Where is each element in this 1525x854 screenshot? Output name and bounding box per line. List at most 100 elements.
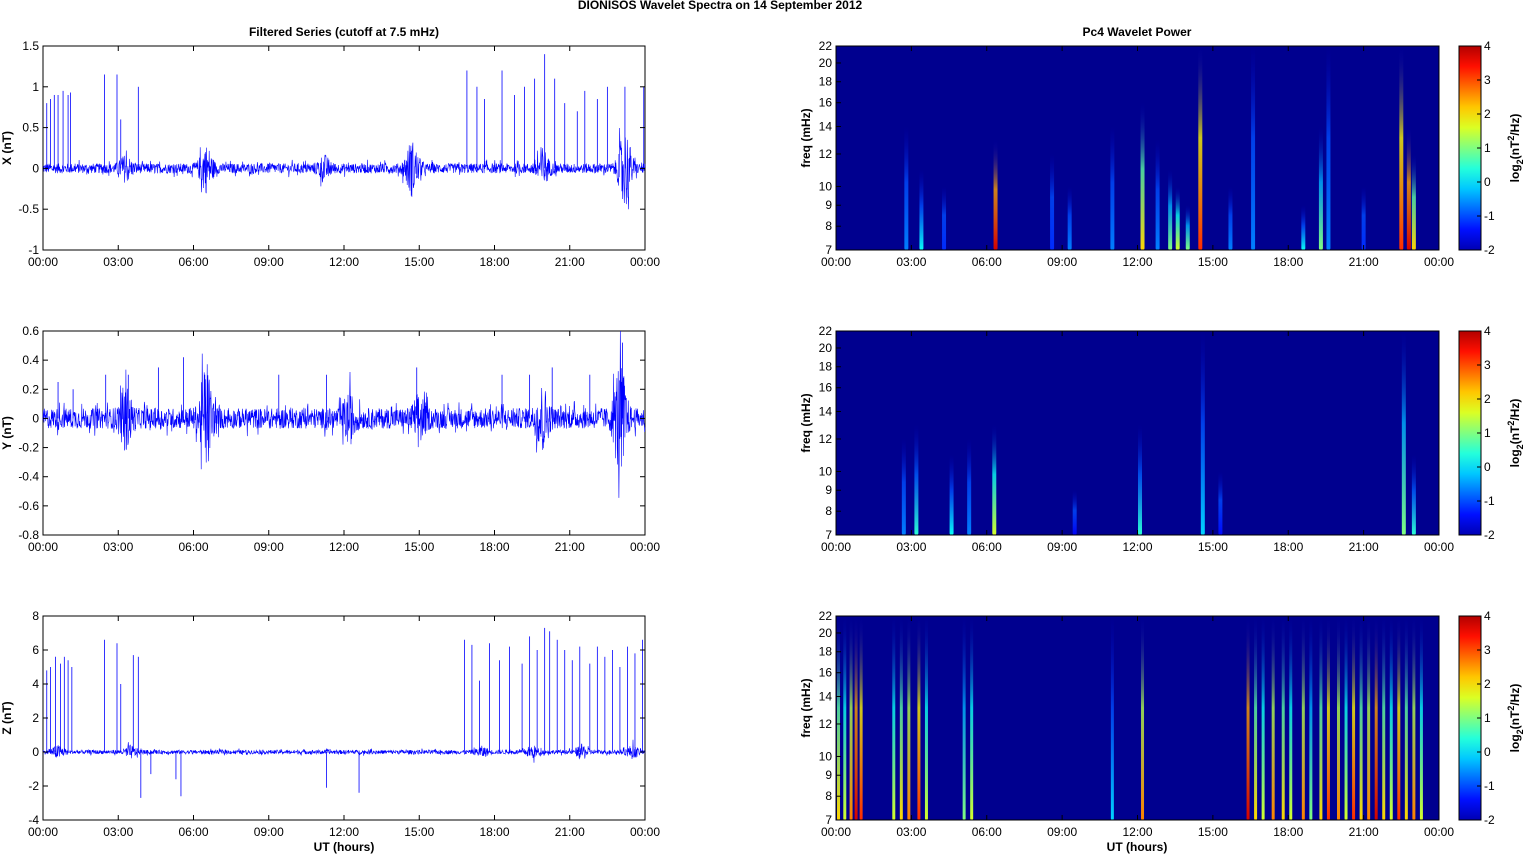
- power-streak: [1050, 153, 1055, 250]
- x-tick-label: 09:00: [1047, 825, 1077, 839]
- x-tick-label: 00:00: [630, 825, 660, 839]
- x-tick-label: 12:00: [1122, 255, 1152, 269]
- y-tick-label: 9: [825, 768, 832, 782]
- power-streak: [1361, 186, 1366, 250]
- y-tick-label: -2: [28, 779, 39, 793]
- x-tick-label: 06:00: [178, 825, 208, 839]
- colorbar-tick-label: 3: [1484, 73, 1491, 87]
- y-axis-label: X (nT): [0, 131, 14, 165]
- y-tick-label: 12: [819, 717, 833, 731]
- y-tick-label: 12: [819, 432, 833, 446]
- power-streak: [904, 126, 909, 250]
- y-tick-label: 6: [32, 643, 39, 657]
- x-tick-label: 06:00: [972, 255, 1002, 269]
- y-tick-label: 0.2: [22, 382, 39, 396]
- timeseries-axes-Y: [42, 330, 646, 536]
- power-streak: [1228, 186, 1233, 250]
- x-tick-label: 09:00: [254, 255, 284, 269]
- power-streak: [1404, 616, 1408, 820]
- colorbar-tick-label: 4: [1484, 39, 1491, 53]
- power-streak: [1326, 616, 1330, 820]
- power-streak: [949, 454, 954, 535]
- power-streak: [1412, 616, 1416, 820]
- x-tick-label: 03:00: [896, 540, 926, 554]
- power-streak: [1301, 205, 1306, 250]
- power-streak: [1271, 616, 1275, 820]
- power-streak: [1067, 186, 1072, 250]
- x-tick-label: 15:00: [404, 825, 434, 839]
- x-tick-label: 00:00: [28, 540, 58, 554]
- x-tick-label: 18:00: [479, 540, 509, 554]
- y-tick-label: 1.5: [22, 39, 39, 53]
- power-streak: [859, 616, 863, 820]
- power-streak: [1326, 46, 1331, 250]
- power-streak: [892, 616, 896, 820]
- colorbar-tick-label: 2: [1484, 107, 1491, 121]
- x-tick-label: 12:00: [1122, 540, 1152, 554]
- y-tick-label: 0: [32, 745, 39, 759]
- x-tick-label: 06:00: [178, 540, 208, 554]
- y-tick-label: 0.6: [22, 324, 39, 338]
- power-streak: [1110, 616, 1114, 820]
- y-axis-label: Z (nT): [0, 701, 14, 734]
- y-tick-label: 0: [32, 411, 39, 425]
- x-tick-label: 00:00: [28, 825, 58, 839]
- colorbar-tick-label: -1: [1484, 779, 1495, 793]
- y-tick-label: 8: [32, 609, 39, 623]
- power-streak: [917, 616, 921, 820]
- power-streak: [1281, 616, 1285, 820]
- power-streak: [1168, 169, 1173, 250]
- y-tick-label: 0.5: [22, 121, 39, 135]
- y-tick-label: 10: [819, 179, 833, 193]
- x-tick-label: 12:00: [1122, 825, 1152, 839]
- power-streak: [1251, 46, 1256, 250]
- power-streak: [1406, 126, 1411, 250]
- y-axis-label: Y (nT): [0, 416, 14, 450]
- timeseries-line-Y: [42, 330, 646, 498]
- timeseries-line-X: [42, 127, 646, 210]
- power-streak: [1198, 46, 1203, 250]
- power-streak: [1399, 46, 1404, 250]
- power-streak: [970, 616, 974, 820]
- power-streak: [1352, 616, 1356, 820]
- power-streak: [1141, 616, 1145, 820]
- x-tick-label: 21:00: [555, 825, 585, 839]
- colorbar-tick-label: -1: [1484, 494, 1495, 508]
- power-streak: [1246, 616, 1250, 820]
- x-tick-label: 00:00: [1424, 540, 1454, 554]
- power-streak: [854, 616, 858, 820]
- power-streak: [1254, 616, 1258, 820]
- y-tick-label: 16: [819, 96, 833, 110]
- power-streak: [1309, 616, 1313, 820]
- x-tick-label: 03:00: [103, 540, 133, 554]
- y-tick-label: 4: [32, 677, 39, 691]
- x-tick-label: 00:00: [1424, 825, 1454, 839]
- y-tick-label: 2: [32, 711, 39, 725]
- x-tick-label: 09:00: [1047, 255, 1077, 269]
- y-tick-label: 8: [825, 789, 832, 803]
- power-streak: [1301, 616, 1305, 820]
- y-axis-label: freq (mHz): [799, 108, 813, 167]
- x-tick-label: 09:00: [254, 540, 284, 554]
- colorbar-tick-label: 4: [1484, 324, 1491, 338]
- power-streak: [1397, 616, 1401, 820]
- power-streak: [1419, 616, 1423, 820]
- y-tick-label: 9: [825, 483, 832, 497]
- power-streak: [1359, 616, 1363, 820]
- colorbar-tick-label: -2: [1484, 528, 1495, 542]
- power-streak: [1337, 616, 1340, 820]
- y-tick-label: 20: [819, 56, 833, 70]
- x-tick-label: 21:00: [555, 540, 585, 554]
- x-tick-label: 15:00: [404, 255, 434, 269]
- x-tick-label: 12:00: [329, 540, 359, 554]
- y-tick-label: 1: [32, 80, 39, 94]
- y-tick-label: 14: [819, 690, 833, 704]
- x-tick-label: 03:00: [103, 825, 133, 839]
- power-streak: [1185, 205, 1190, 250]
- colorbar-tick-label: 2: [1484, 677, 1491, 691]
- colorbar-tick-label: -2: [1484, 813, 1495, 827]
- x-tick-label: 06:00: [972, 825, 1002, 839]
- x-tick-label: 00:00: [630, 540, 660, 554]
- x-tick-label: 06:00: [972, 540, 1002, 554]
- power-streak: [1374, 616, 1378, 820]
